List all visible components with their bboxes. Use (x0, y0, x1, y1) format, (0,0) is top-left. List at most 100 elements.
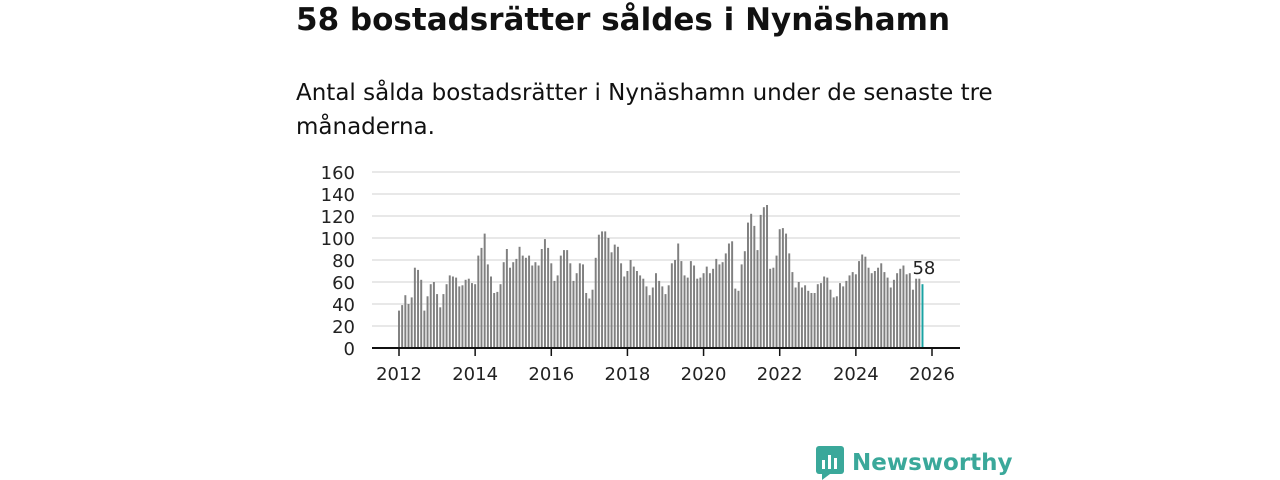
bar (705, 266, 708, 348)
bar (635, 271, 638, 348)
bar (702, 273, 705, 348)
bar (734, 288, 737, 348)
bar (832, 297, 835, 348)
bar (911, 289, 914, 348)
y-tick-label: 160 (321, 163, 355, 184)
bar (769, 268, 772, 348)
bar (480, 247, 483, 348)
bar (559, 255, 562, 348)
bar (718, 264, 721, 348)
bar (521, 255, 524, 348)
bar (905, 274, 908, 348)
bar (715, 258, 718, 348)
bar (613, 244, 616, 348)
bar (499, 284, 502, 348)
bar (597, 234, 600, 348)
bar (727, 243, 730, 348)
bar (816, 284, 819, 348)
bar (800, 287, 803, 348)
bar (667, 285, 670, 348)
bar (819, 283, 822, 348)
bar (531, 265, 534, 348)
bar (743, 251, 746, 348)
bar (436, 294, 439, 348)
bar (543, 239, 546, 348)
bar (620, 263, 623, 348)
bar (534, 262, 537, 348)
bar (747, 222, 749, 348)
bar (458, 286, 461, 348)
x-tick-label: 2014 (452, 364, 498, 385)
bar (873, 271, 876, 348)
bar (632, 266, 635, 348)
bar (591, 289, 594, 348)
bar (467, 278, 470, 348)
bar (524, 257, 527, 348)
bar (899, 268, 902, 348)
highlight-value-label: 58 (912, 258, 935, 279)
y-tick-label: 60 (332, 273, 355, 294)
bar (464, 279, 467, 348)
y-tick-label: 80 (332, 251, 355, 272)
bar (398, 310, 400, 348)
bar (610, 252, 613, 348)
bar (794, 287, 797, 348)
bar (686, 277, 689, 348)
bar (788, 253, 791, 348)
bar (870, 273, 873, 348)
bar (448, 275, 451, 348)
bar (696, 278, 699, 348)
bar (766, 205, 769, 348)
bar (623, 276, 626, 348)
bar (861, 254, 864, 348)
bar (737, 290, 740, 348)
bar (512, 262, 515, 348)
bar (724, 253, 727, 348)
x-tick-label: 2020 (681, 364, 727, 385)
bar (505, 249, 508, 348)
bar (810, 293, 813, 348)
bar (493, 293, 496, 348)
bar (842, 286, 845, 348)
bar (461, 285, 464, 348)
bar (404, 295, 407, 348)
bar (892, 279, 895, 348)
bar (674, 260, 677, 348)
bar (410, 297, 413, 348)
bar (775, 255, 778, 348)
bar (670, 263, 673, 348)
y-tick-label: 0 (344, 339, 355, 360)
bar (680, 261, 683, 348)
bar (785, 233, 788, 348)
bar (496, 291, 499, 348)
bar (518, 246, 521, 348)
bar (807, 290, 810, 348)
bar (721, 262, 724, 348)
bar (877, 267, 880, 348)
bar (699, 277, 702, 348)
bar (677, 243, 680, 348)
bar (693, 265, 696, 348)
bar (778, 229, 781, 348)
bar (835, 296, 838, 348)
bar (762, 207, 765, 348)
bar (569, 263, 572, 348)
bar (883, 272, 886, 348)
bar (664, 294, 667, 348)
bar (648, 295, 651, 348)
bar (616, 246, 619, 348)
x-tick-label: 2018 (605, 364, 651, 385)
bar (908, 273, 911, 348)
bar (858, 261, 861, 348)
y-tick-label: 140 (321, 185, 355, 206)
x-tick-label: 2026 (909, 364, 955, 385)
newsworthy-logo[interactable]: Newsworthy (816, 446, 1013, 480)
bar (474, 284, 477, 348)
bar (651, 287, 654, 348)
bar (839, 283, 841, 348)
bar (829, 289, 832, 348)
y-tick-label: 40 (332, 295, 355, 316)
y-tick-label: 120 (321, 207, 355, 228)
chart-subtitle: Antal sålda bostadsrätter i Nynäshamn un… (296, 80, 993, 140)
bar (896, 273, 899, 348)
